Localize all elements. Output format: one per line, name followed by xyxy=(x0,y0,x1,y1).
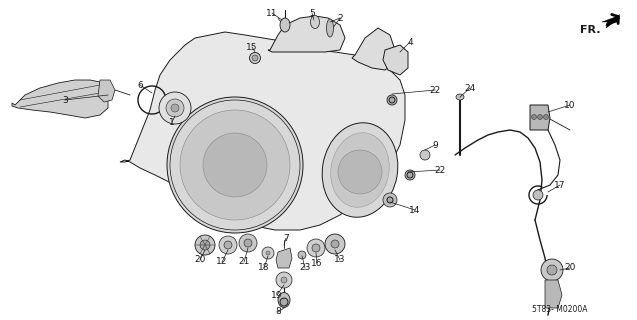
Circle shape xyxy=(219,236,237,254)
Circle shape xyxy=(244,239,252,247)
Polygon shape xyxy=(605,14,620,26)
Text: 12: 12 xyxy=(217,258,227,267)
Text: 23: 23 xyxy=(299,263,311,273)
Ellipse shape xyxy=(278,292,290,308)
Ellipse shape xyxy=(310,15,320,28)
Circle shape xyxy=(407,172,413,178)
Circle shape xyxy=(298,251,306,259)
Polygon shape xyxy=(120,32,405,230)
Text: 14: 14 xyxy=(410,205,420,214)
Circle shape xyxy=(531,115,536,119)
Text: 8: 8 xyxy=(275,308,281,316)
Text: 4: 4 xyxy=(407,37,413,46)
Ellipse shape xyxy=(280,18,290,32)
Text: 2: 2 xyxy=(337,13,343,22)
Text: 9: 9 xyxy=(432,140,438,149)
Circle shape xyxy=(262,247,274,259)
Text: 10: 10 xyxy=(564,100,576,109)
Ellipse shape xyxy=(322,123,398,217)
Circle shape xyxy=(383,193,397,207)
Ellipse shape xyxy=(331,133,389,207)
Circle shape xyxy=(307,239,325,257)
Ellipse shape xyxy=(250,52,261,63)
Text: 24: 24 xyxy=(464,84,476,92)
Circle shape xyxy=(224,241,232,249)
Circle shape xyxy=(312,244,320,252)
Polygon shape xyxy=(268,16,345,52)
Circle shape xyxy=(538,115,543,119)
Text: 11: 11 xyxy=(266,9,278,18)
Text: 1: 1 xyxy=(169,117,175,126)
Circle shape xyxy=(159,92,191,124)
Ellipse shape xyxy=(327,19,334,37)
Text: 20: 20 xyxy=(194,255,206,265)
Circle shape xyxy=(280,298,288,306)
Text: 13: 13 xyxy=(334,255,346,265)
Text: 16: 16 xyxy=(311,259,323,268)
Polygon shape xyxy=(530,105,550,130)
Text: 22: 22 xyxy=(429,85,441,94)
Polygon shape xyxy=(352,28,395,70)
Circle shape xyxy=(547,265,557,275)
Text: 21: 21 xyxy=(238,258,250,267)
Polygon shape xyxy=(276,248,292,268)
Circle shape xyxy=(281,277,287,283)
Circle shape xyxy=(541,259,563,281)
Circle shape xyxy=(171,104,179,112)
Circle shape xyxy=(325,234,345,254)
Circle shape xyxy=(276,272,292,288)
Text: 17: 17 xyxy=(554,180,566,189)
Circle shape xyxy=(389,97,395,103)
Ellipse shape xyxy=(405,170,415,180)
Polygon shape xyxy=(602,16,620,28)
Polygon shape xyxy=(383,45,408,75)
Text: 3: 3 xyxy=(62,95,68,105)
Circle shape xyxy=(195,235,215,255)
Circle shape xyxy=(239,234,257,252)
Circle shape xyxy=(533,190,543,200)
Ellipse shape xyxy=(387,95,397,105)
Circle shape xyxy=(200,240,210,250)
Circle shape xyxy=(338,150,382,194)
Circle shape xyxy=(180,110,290,220)
Text: 6: 6 xyxy=(137,81,143,90)
Circle shape xyxy=(266,251,270,255)
Circle shape xyxy=(331,240,339,248)
Text: 22: 22 xyxy=(434,165,446,174)
Text: 19: 19 xyxy=(271,291,283,300)
Text: 15: 15 xyxy=(247,43,258,52)
Ellipse shape xyxy=(420,150,430,160)
Polygon shape xyxy=(12,80,108,118)
Circle shape xyxy=(543,115,548,119)
Circle shape xyxy=(166,99,184,117)
Text: 5: 5 xyxy=(309,9,315,18)
Text: 5T83- M0200A: 5T83- M0200A xyxy=(533,306,588,315)
Ellipse shape xyxy=(456,94,464,100)
Circle shape xyxy=(203,133,267,197)
Polygon shape xyxy=(98,80,115,102)
Polygon shape xyxy=(545,280,562,308)
Circle shape xyxy=(252,55,258,61)
Text: 20: 20 xyxy=(564,263,576,273)
Circle shape xyxy=(387,197,393,203)
Text: 18: 18 xyxy=(258,263,269,273)
Text: 7: 7 xyxy=(283,234,289,243)
Text: FR.: FR. xyxy=(580,25,600,35)
Circle shape xyxy=(167,97,303,233)
